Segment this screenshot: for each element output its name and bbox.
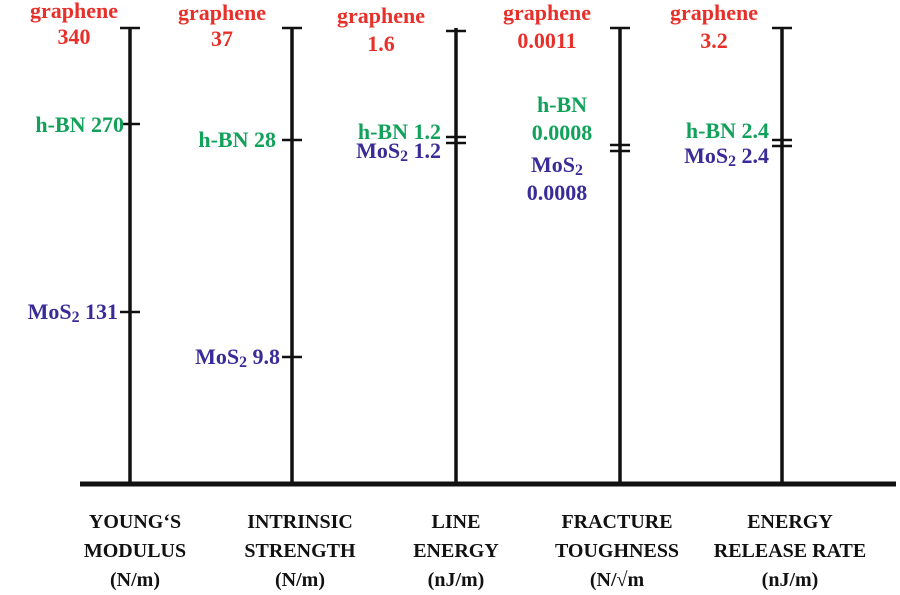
value-label-mos2: MoS2 1.2 bbox=[356, 138, 441, 165]
axis-title: STRENGTH bbox=[244, 540, 356, 562]
axis-title: (N/m) bbox=[275, 569, 325, 591]
value-label-graphene: 3.2 bbox=[700, 28, 728, 53]
value-label-graphene: 1.6 bbox=[367, 31, 395, 56]
axis-title: RELEASE RATE bbox=[714, 540, 866, 562]
axis-title: (N/√m bbox=[590, 569, 645, 591]
value-label-hbn: h-BN 270 bbox=[35, 112, 124, 137]
axis-title: ENERGY bbox=[413, 540, 499, 562]
value-label-graphene: 37 bbox=[211, 26, 233, 51]
value-label-graphene: graphene bbox=[503, 0, 591, 25]
axis-title: FRACTURE bbox=[561, 511, 672, 533]
value-label-mos2: 0.0008 bbox=[527, 180, 588, 205]
axis-title: INTRINSIC bbox=[247, 511, 353, 533]
axis-title: TOUGHNESS bbox=[555, 540, 679, 562]
value-label-hbn: h-BN 28 bbox=[198, 127, 276, 152]
value-label-graphene: graphene bbox=[670, 0, 758, 25]
value-label-graphene: graphene bbox=[178, 0, 266, 25]
value-label-mos2: MoS2 2.4 bbox=[684, 143, 769, 170]
axis-title: YOUNG‘S bbox=[89, 511, 181, 533]
value-label-mos2: MoS2 bbox=[531, 152, 583, 179]
axis-toughness: graphene0.0011h-BN0.0008MoS20.0008FRACTU… bbox=[503, 0, 679, 591]
value-label-graphene: graphene bbox=[30, 0, 118, 23]
value-label-graphene: 0.0011 bbox=[517, 28, 576, 53]
value-label-hbn: h-BN 1.2 bbox=[358, 119, 441, 144]
axis-title: ENERGY bbox=[747, 511, 833, 533]
axis-title: (nJ/m) bbox=[428, 569, 485, 591]
axis-title: (nJ/m) bbox=[762, 569, 819, 591]
axis-title: (N/m) bbox=[110, 569, 160, 591]
axis-title: MODULUS bbox=[84, 540, 186, 562]
axis-title: LINE bbox=[432, 511, 481, 533]
value-label-mos2: MoS2 131 bbox=[28, 299, 118, 326]
value-label-graphene: graphene bbox=[337, 3, 425, 28]
value-label-hbn: h-BN 2.4 bbox=[686, 118, 769, 143]
value-label-hbn: 0.0008 bbox=[532, 120, 593, 145]
value-label-graphene: 340 bbox=[58, 24, 91, 49]
value-label-hbn: h-BN bbox=[537, 92, 587, 117]
value-label-mos2: MoS2 9.8 bbox=[195, 344, 280, 371]
